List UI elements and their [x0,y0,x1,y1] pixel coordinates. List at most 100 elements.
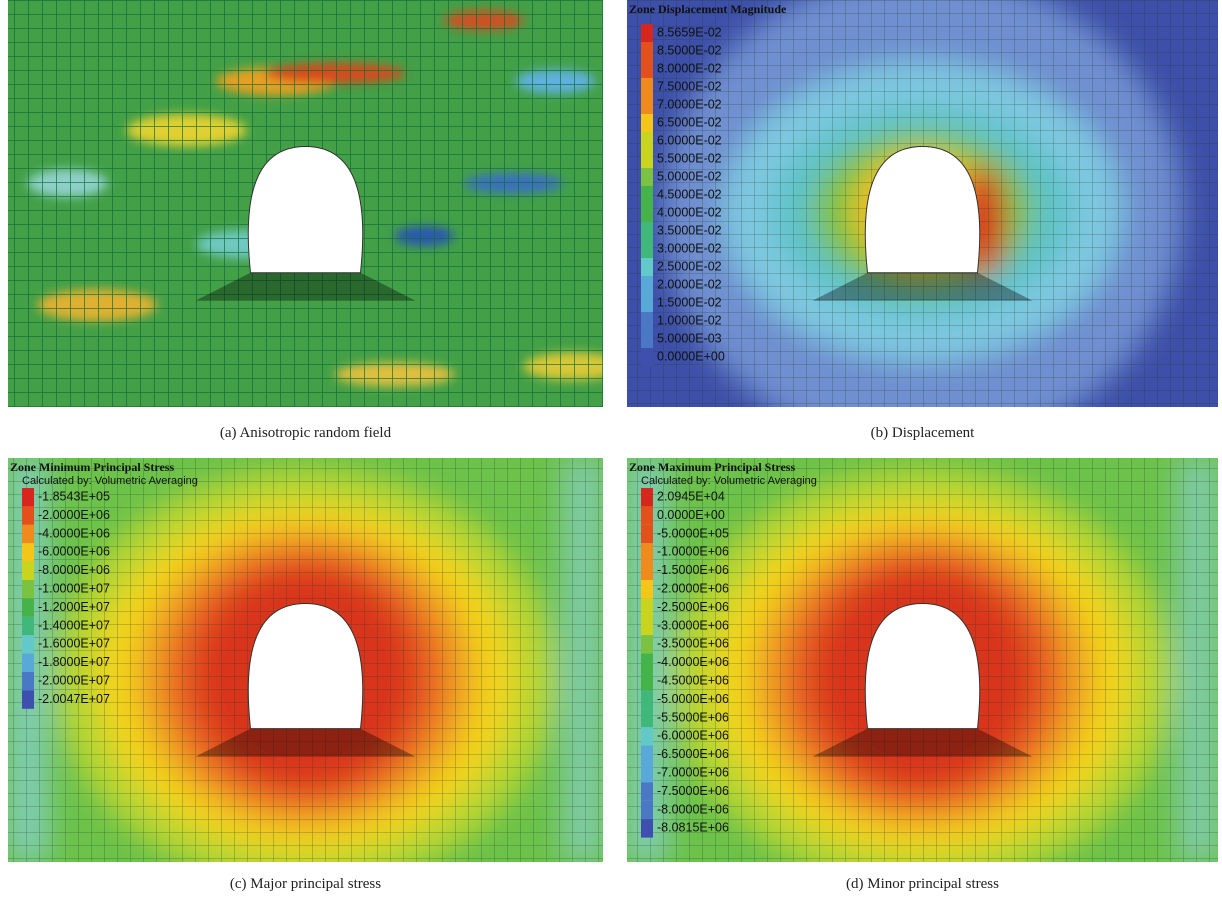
legend-label: -5.0000E+05 [657,526,729,540]
legend-label: -1.8000E+07 [38,655,110,669]
legend-label: -5.0000E+06 [657,692,729,706]
legend-swatch [641,598,653,616]
panel: (a) Anisotropic random field [8,0,623,441]
tunnel [865,147,979,273]
legend-label: 8.5000E-02 [657,43,722,57]
legend-swatch [641,60,653,78]
legend-swatch [641,635,653,653]
legend-label: 3.5000E-02 [657,223,722,237]
caption: (c) Major principal stress [230,876,381,892]
legend-swatch [641,150,653,168]
legend-label: -7.5000E+06 [657,784,729,798]
legend-label: 8.0000E-02 [657,61,722,75]
legend-swatch [641,801,653,819]
tunnel [865,603,979,728]
legend-swatch [641,330,653,348]
caption: (b) Displacement [871,425,976,441]
legend-label: -6.0000E+06 [38,545,110,559]
legend-label: -6.0000E+06 [657,729,729,743]
legend-swatch [641,819,653,837]
legend-label: -1.6000E+07 [38,637,110,651]
legend-label: -8.0815E+06 [657,821,729,835]
panel: (c) Major principal stress Zone Minimum P… [8,458,603,892]
legend-label: -2.0047E+07 [38,692,110,706]
legend-swatch [641,114,653,132]
legend-swatch [641,782,653,800]
figure: (a) Anisotropic random field (b) Displace… [0,0,1222,902]
caption: (a) Anisotropic random field [220,425,392,441]
legend-label: -6.5000E+06 [657,747,729,761]
legend-title: Zone Maximum Principal Stress [629,460,795,474]
legend-swatch [641,42,653,60]
legend-swatch [22,562,34,580]
legend-label: -2.0000E+06 [657,581,729,595]
legend-swatch [22,488,34,506]
legend-label: 0.0000E+00 [657,508,725,522]
legend-label: 8.5659E-02 [657,25,722,39]
field [8,0,623,407]
legend-swatch [22,654,34,672]
legend-label: -2.0000E+07 [38,673,110,687]
legend-swatch [641,764,653,782]
legend-swatch [641,580,653,598]
legend-label: 4.5000E-02 [657,187,722,201]
legend-swatch [22,598,34,616]
legend-swatch [641,222,653,240]
legend-subtitle: Calculated by: Volumetric Averaging [641,475,817,487]
legend-label: 2.0945E+04 [657,489,725,503]
legend-label: 5.5000E-02 [657,151,722,165]
legend-swatch [22,672,34,690]
legend-swatch [641,96,653,114]
legend-label: -4.5000E+06 [657,673,729,687]
page: {"panels": [ {"caption": "(a) Anisotropi… [0,0,1222,902]
legend-label: 3.0000E-02 [657,241,722,255]
legend-label: 7.0000E-02 [657,97,722,111]
legend-label: -8.0000E+06 [38,563,110,577]
legend-label: 5.0000E-03 [657,331,722,345]
legend-swatch [641,506,653,524]
legend-label: 1.0000E-02 [657,313,722,327]
panel: (b) Displacement Zone Displacement Magnit… [627,0,1218,452]
legend-subtitle: Calculated by: Volumetric Averaging [22,475,198,487]
legend-swatch [641,186,653,204]
legend-swatch [641,294,653,312]
legend-title: Zone Minimum Principal Stress [10,460,174,474]
legend-swatch [641,746,653,764]
legend-swatch [641,24,653,42]
legend-swatch [22,580,34,598]
legend-swatch [641,348,653,366]
legend-label: -3.5000E+06 [657,637,729,651]
caption: (d) Minor principal stress [846,876,999,892]
legend-swatch [641,690,653,708]
legend-swatch [22,506,34,524]
legend-swatch [641,132,653,150]
legend-label: -1.5000E+06 [657,563,729,577]
legend-swatch [641,312,653,330]
legend-swatch [641,617,653,635]
legend-label: -1.0000E+06 [657,545,729,559]
legend-label: 6.5000E-02 [657,115,722,129]
legend-swatch [641,727,653,745]
legend-swatch [641,168,653,186]
legend-swatch [22,543,34,561]
legend-title: Zone Displacement Magnitude [629,2,787,16]
legend-swatch [641,240,653,258]
legend-label: 2.0000E-02 [657,277,722,291]
legend-swatch [641,78,653,96]
legend-swatch [641,204,653,222]
legend-label: -1.4000E+07 [38,618,110,632]
legend-label: -1.0000E+07 [38,581,110,595]
legend-swatch [641,562,653,580]
legend-swatch [641,709,653,727]
legend-swatch [641,672,653,690]
legend-swatch [22,635,34,653]
panel: (d) Minor principal stress Zone Maximum P… [627,458,1218,892]
legend-swatch [22,690,34,708]
legend-label: -1.8543E+05 [38,489,110,503]
legend-label: 5.0000E-02 [657,169,722,183]
legend-label: -4.0000E+06 [657,655,729,669]
legend-label: 7.5000E-02 [657,79,722,93]
legend-swatch [641,258,653,276]
legend-label: 6.0000E-02 [657,133,722,147]
legend-label: -5.5000E+06 [657,710,729,724]
